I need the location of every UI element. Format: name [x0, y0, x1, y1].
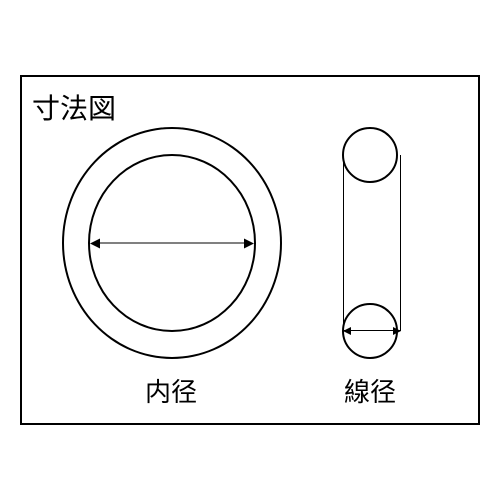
inner-diameter-label: 内径 [145, 372, 197, 409]
ring-outer-circle [62, 127, 282, 359]
ring-cross-section-view [342, 127, 402, 359]
arrow-left-icon [90, 239, 100, 249]
arrow-right-icon [393, 327, 401, 335]
diagram-frame: 寸法図 内径 [20, 75, 480, 425]
diagram-title: 寸法図 [32, 87, 116, 127]
diagram-area: 内径 線径 [22, 127, 478, 417]
wire-diameter-dimension-line [344, 330, 400, 331]
cross-section-shape [342, 127, 402, 359]
arrow-left-icon [343, 327, 351, 335]
cross-section-right-edge [400, 155, 401, 331]
cross-section-top-circle [342, 127, 398, 183]
ring-front-view [62, 127, 282, 359]
inner-diameter-dimension-line [92, 243, 252, 244]
cross-section-left-edge [343, 155, 344, 331]
wire-diameter-label: 線径 [344, 372, 396, 409]
arrow-right-icon [244, 239, 254, 249]
